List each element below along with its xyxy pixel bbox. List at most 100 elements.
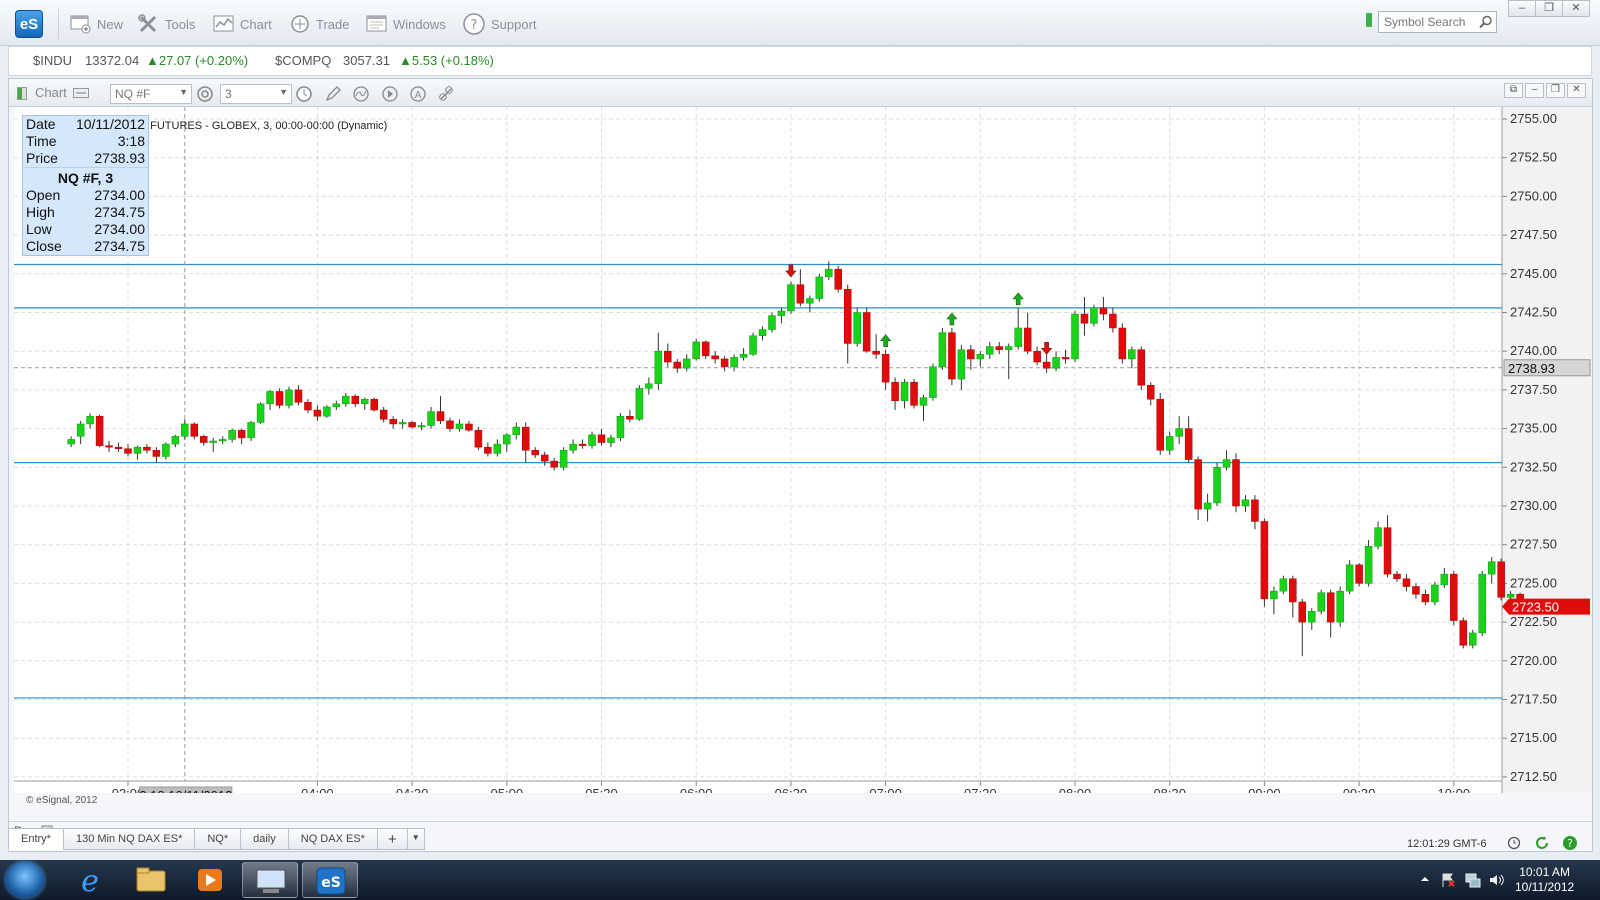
candle-body[interactable] xyxy=(1052,357,1060,369)
candle-body[interactable] xyxy=(323,406,331,417)
play-icon[interactable] xyxy=(381,85,399,103)
candle-body[interactable] xyxy=(275,391,284,406)
candle-body[interactable] xyxy=(1431,584,1439,603)
refresh-icon[interactable] xyxy=(1534,835,1550,851)
candle-body[interactable] xyxy=(190,423,199,437)
candle-body[interactable] xyxy=(626,415,634,420)
candle-body[interactable] xyxy=(1364,545,1373,584)
alert-icon[interactable]: A xyxy=(409,85,427,103)
candle-body[interactable] xyxy=(200,436,208,443)
candle-body[interactable] xyxy=(1042,361,1051,369)
sell-signal-arrow-icon[interactable] xyxy=(1040,341,1053,355)
candle-body[interactable] xyxy=(1137,349,1146,386)
start-button[interactable] xyxy=(6,862,44,898)
candle-body[interactable] xyxy=(1497,561,1505,598)
candle-body[interactable] xyxy=(1203,502,1212,510)
candle-body[interactable] xyxy=(834,268,843,290)
candle-body[interactable] xyxy=(531,450,539,456)
candle-body[interactable] xyxy=(436,411,445,422)
candle-body[interactable] xyxy=(588,434,596,446)
symbol-search-input[interactable] xyxy=(1378,11,1497,33)
candle-body[interactable] xyxy=(1440,573,1449,586)
candle-body[interactable] xyxy=(398,422,407,425)
candle-body[interactable] xyxy=(361,398,369,405)
candle-body[interactable] xyxy=(1080,313,1089,324)
chart-plot-area[interactable]: 2755.00 2752.50 2750.00 2747.50 2745.00 2742.… xyxy=(14,107,1592,806)
candle-body[interactable] xyxy=(152,450,161,457)
candle-body[interactable] xyxy=(1023,327,1032,352)
candle-body[interactable] xyxy=(1270,590,1278,600)
candle-body[interactable] xyxy=(777,310,786,316)
candle-body[interactable] xyxy=(1184,428,1193,460)
tools-button[interactable]: Tools xyxy=(138,12,195,36)
candle-body[interactable] xyxy=(1289,578,1297,603)
candle-body[interactable] xyxy=(1128,349,1136,360)
candle-body[interactable] xyxy=(872,350,880,355)
candle-body[interactable] xyxy=(578,443,587,446)
candle-body[interactable] xyxy=(484,446,492,454)
candle-body[interactable] xyxy=(247,422,255,439)
candle-body[interactable] xyxy=(664,350,672,363)
candle-body[interactable] xyxy=(1175,428,1183,437)
candle-body[interactable] xyxy=(1071,313,1079,360)
candle-body[interactable] xyxy=(1251,499,1259,522)
search-icon[interactable] xyxy=(1479,15,1493,29)
candle-body[interactable] xyxy=(758,329,767,336)
candle-body[interactable] xyxy=(474,429,483,448)
candle-body[interactable] xyxy=(948,332,956,380)
file-explorer-icon[interactable] xyxy=(123,862,179,898)
trade-button[interactable]: Trade xyxy=(289,12,349,36)
candle-body[interactable] xyxy=(607,437,615,443)
candle-body[interactable] xyxy=(976,354,985,360)
candle-body[interactable] xyxy=(304,402,312,411)
candle-body[interactable] xyxy=(76,423,85,437)
candle-body[interactable] xyxy=(1090,307,1098,324)
candle-body[interactable] xyxy=(1222,459,1231,468)
buy-signal-arrow-icon[interactable] xyxy=(879,334,892,347)
candle-body[interactable] xyxy=(787,284,795,312)
minimize-icon[interactable]: – xyxy=(1525,83,1544,98)
candle-body[interactable] xyxy=(843,289,852,344)
candle-body[interactable] xyxy=(739,354,748,358)
link-icon[interactable] xyxy=(73,88,89,98)
candle-body[interactable] xyxy=(237,429,246,439)
candle-body[interactable] xyxy=(521,426,530,451)
candle-body[interactable] xyxy=(417,425,426,428)
candle-body[interactable] xyxy=(512,426,521,436)
restore-icon[interactable]: ❐ xyxy=(1546,83,1565,98)
buy-signal-arrow-icon[interactable] xyxy=(946,312,958,326)
new-button[interactable]: New xyxy=(70,12,123,36)
windows-button[interactable]: Windows xyxy=(366,12,446,36)
candle-body[interactable] xyxy=(1345,564,1354,592)
candle-body[interactable] xyxy=(455,423,464,429)
chart-button[interactable]: Chart xyxy=(213,12,272,36)
close-icon[interactable]: ✕ xyxy=(1567,83,1586,98)
candle-body[interactable] xyxy=(171,436,180,445)
candle-body[interactable] xyxy=(294,389,303,403)
candle-body[interactable] xyxy=(86,415,94,425)
candle-body[interactable] xyxy=(1393,573,1401,580)
candle-body[interactable] xyxy=(114,446,123,449)
candle-body[interactable] xyxy=(351,395,360,405)
candle-body[interactable] xyxy=(124,448,132,454)
candle-body[interactable] xyxy=(427,411,435,426)
candle-body[interactable] xyxy=(256,403,265,423)
candle-body[interactable] xyxy=(957,349,966,380)
candle-body[interactable] xyxy=(645,383,653,389)
candle-body[interactable] xyxy=(1165,436,1174,451)
pencil-icon[interactable] xyxy=(324,85,342,103)
close-icon[interactable]: ✕ xyxy=(1562,0,1590,17)
candle-body[interactable] xyxy=(1469,632,1477,646)
media-player-icon[interactable] xyxy=(182,862,238,898)
candle-body[interactable] xyxy=(711,355,719,360)
sell-signal-arrow-icon[interactable] xyxy=(785,264,797,278)
candle-body[interactable] xyxy=(1317,592,1325,612)
candle-body[interactable] xyxy=(1450,573,1458,621)
candle-body[interactable] xyxy=(806,298,814,304)
candle-body[interactable] xyxy=(796,284,805,304)
buy-signal-arrow-icon[interactable] xyxy=(1012,292,1024,306)
candle-body[interactable] xyxy=(1374,527,1382,547)
network-tray-icon[interactable] xyxy=(1465,872,1481,888)
candle-body[interactable] xyxy=(1326,592,1335,623)
candle-body[interactable] xyxy=(673,361,682,369)
